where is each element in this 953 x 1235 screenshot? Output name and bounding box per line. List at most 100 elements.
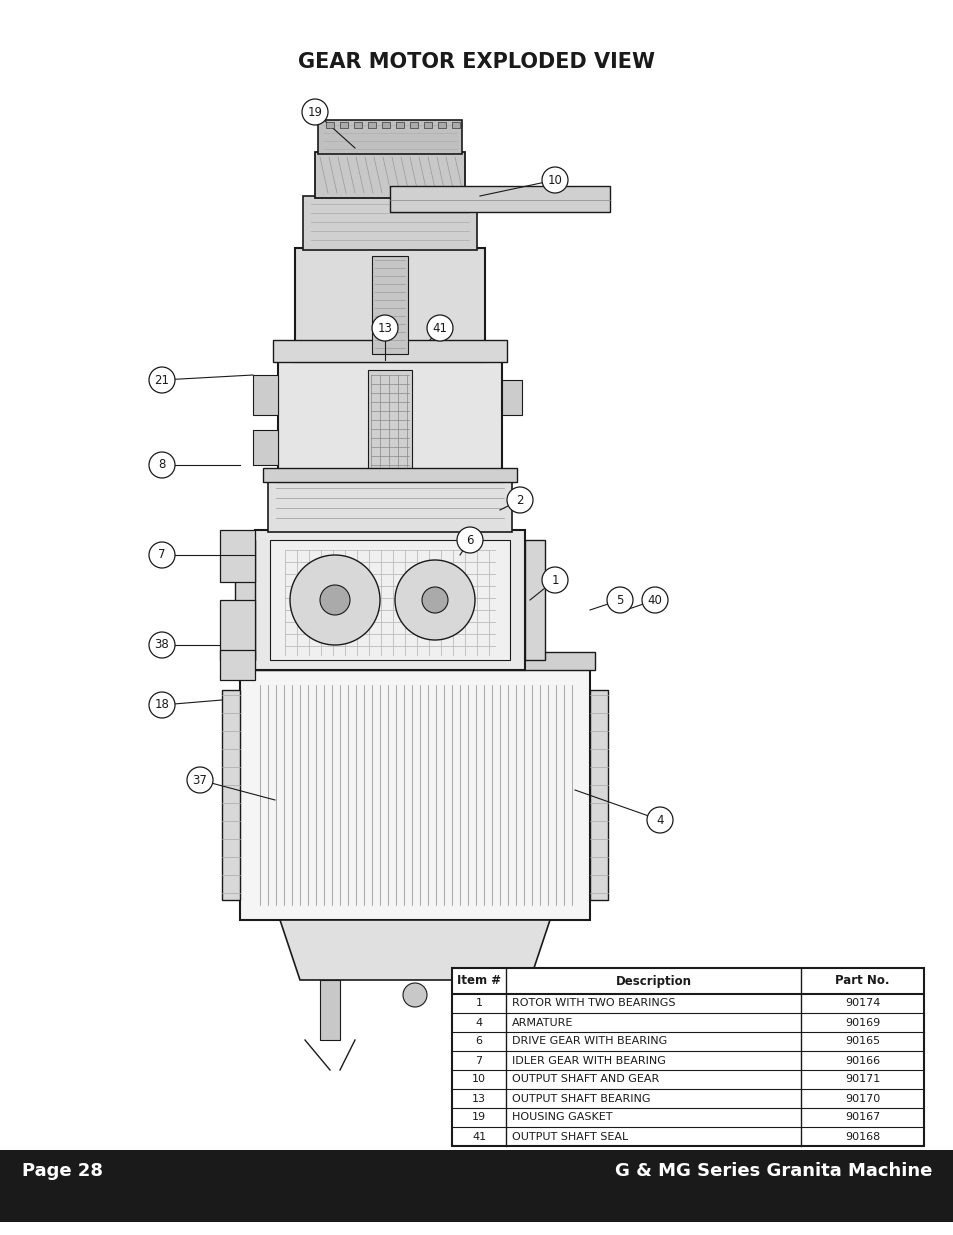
Bar: [372, 256, 408, 354]
Circle shape: [646, 806, 672, 832]
Circle shape: [541, 567, 567, 593]
Bar: [277, 359, 501, 482]
Circle shape: [395, 559, 475, 640]
Bar: [423, 122, 432, 128]
Text: 41: 41: [472, 1131, 486, 1141]
Bar: [314, 152, 464, 198]
Text: 13: 13: [472, 1093, 486, 1104]
Polygon shape: [280, 920, 550, 981]
Bar: [410, 122, 417, 128]
Text: 90165: 90165: [844, 1036, 880, 1046]
Bar: [326, 122, 334, 128]
Bar: [263, 468, 517, 482]
Bar: [234, 652, 595, 671]
Bar: [0, 1150, 953, 1221]
Text: 90174: 90174: [844, 999, 880, 1009]
Text: 90166: 90166: [844, 1056, 880, 1066]
Bar: [524, 540, 544, 659]
Text: 4: 4: [476, 1018, 482, 1028]
Circle shape: [421, 587, 448, 613]
Text: 90171: 90171: [844, 1074, 880, 1084]
Text: Item #: Item #: [456, 974, 500, 988]
Text: 10: 10: [472, 1074, 486, 1084]
Text: 8: 8: [158, 458, 166, 472]
Text: DRIVE GEAR WITH BEARING: DRIVE GEAR WITH BEARING: [512, 1036, 667, 1046]
Circle shape: [302, 99, 328, 125]
Bar: [234, 540, 254, 659]
Text: 41: 41: [432, 321, 447, 335]
Circle shape: [149, 542, 174, 568]
Bar: [452, 122, 459, 128]
Text: OUTPUT SHAFT BEARING: OUTPUT SHAFT BEARING: [512, 1093, 650, 1104]
Text: 37: 37: [193, 773, 207, 787]
Text: 90167: 90167: [844, 1113, 880, 1123]
Bar: [268, 480, 512, 532]
Bar: [303, 196, 476, 249]
Text: 40: 40: [647, 594, 661, 606]
Circle shape: [427, 315, 453, 341]
Text: 13: 13: [377, 321, 392, 335]
Circle shape: [541, 167, 567, 193]
Circle shape: [149, 367, 174, 393]
Bar: [381, 122, 390, 128]
Text: 5: 5: [616, 594, 623, 606]
Bar: [452, 968, 923, 1146]
Text: 90170: 90170: [844, 1093, 880, 1104]
Bar: [270, 540, 510, 659]
Bar: [253, 430, 277, 466]
Text: 2: 2: [516, 494, 523, 506]
Bar: [319, 981, 339, 1040]
Text: 7: 7: [158, 548, 166, 562]
Text: 18: 18: [154, 699, 170, 711]
Bar: [589, 690, 607, 900]
Text: 90168: 90168: [844, 1131, 880, 1141]
Bar: [220, 650, 254, 680]
Bar: [253, 375, 277, 415]
Circle shape: [149, 632, 174, 658]
Text: 19: 19: [307, 105, 322, 119]
Bar: [220, 530, 254, 582]
Bar: [294, 248, 484, 362]
Text: OUTPUT SHAFT AND GEAR: OUTPUT SHAFT AND GEAR: [512, 1074, 659, 1084]
Circle shape: [149, 692, 174, 718]
Circle shape: [187, 767, 213, 793]
Text: G & MG Series Granita Machine: G & MG Series Granita Machine: [614, 1162, 931, 1179]
Bar: [368, 370, 412, 472]
Text: 38: 38: [154, 638, 170, 652]
Circle shape: [319, 585, 350, 615]
Text: 6: 6: [466, 534, 474, 547]
Text: 6: 6: [476, 1036, 482, 1046]
Bar: [501, 380, 521, 415]
Text: 10: 10: [547, 173, 562, 186]
Bar: [273, 340, 506, 362]
Bar: [390, 186, 609, 212]
Circle shape: [402, 983, 427, 1007]
Bar: [354, 122, 361, 128]
Bar: [220, 600, 254, 659]
Circle shape: [290, 555, 379, 645]
Circle shape: [506, 487, 533, 513]
Bar: [254, 530, 524, 671]
Bar: [368, 122, 375, 128]
Text: 4: 4: [656, 814, 663, 826]
Text: HOUSING GASKET: HOUSING GASKET: [512, 1113, 612, 1123]
Circle shape: [456, 527, 482, 553]
Text: GEAR MOTOR EXPLODED VIEW: GEAR MOTOR EXPLODED VIEW: [298, 52, 655, 72]
Text: Part No.: Part No.: [835, 974, 889, 988]
Text: 7: 7: [476, 1056, 482, 1066]
Text: 1: 1: [476, 999, 482, 1009]
Text: 21: 21: [154, 373, 170, 387]
Text: 1: 1: [551, 573, 558, 587]
Text: OUTPUT SHAFT SEAL: OUTPUT SHAFT SEAL: [512, 1131, 628, 1141]
Circle shape: [641, 587, 667, 613]
Circle shape: [149, 452, 174, 478]
Bar: [479, 981, 499, 1040]
Bar: [240, 671, 589, 920]
Text: 19: 19: [472, 1113, 486, 1123]
Text: ARMATURE: ARMATURE: [512, 1018, 573, 1028]
Bar: [317, 120, 461, 154]
Text: IDLER GEAR WITH BEARING: IDLER GEAR WITH BEARING: [512, 1056, 665, 1066]
Text: Page 28: Page 28: [22, 1162, 103, 1179]
Circle shape: [606, 587, 633, 613]
Bar: [437, 122, 446, 128]
